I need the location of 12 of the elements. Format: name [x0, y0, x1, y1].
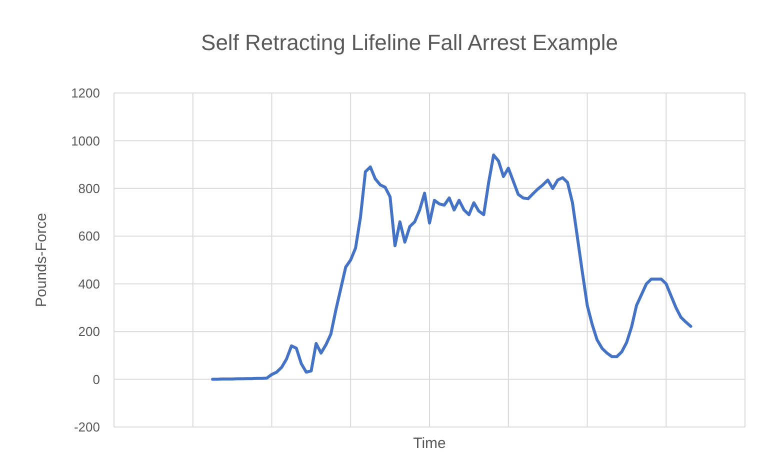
y-tick-label: 800 [78, 180, 100, 196]
y-tick-label: 1000 [71, 133, 100, 148]
x-axis-title: Time [413, 435, 446, 452]
y-tick-label: -200 [74, 420, 100, 435]
y-tick-label: 1200 [71, 86, 100, 101]
y-tick-label: 400 [78, 276, 100, 292]
y-tick-label: 0 [92, 372, 100, 387]
y-tick-label: 200 [78, 324, 100, 340]
line-series [211, 154, 692, 381]
y-axis-title: Pounds-Force [33, 212, 50, 308]
y-tick-label: 600 [78, 228, 100, 244]
chart-title: Self Retracting Lifeline Fall Arrest Example [201, 30, 618, 55]
